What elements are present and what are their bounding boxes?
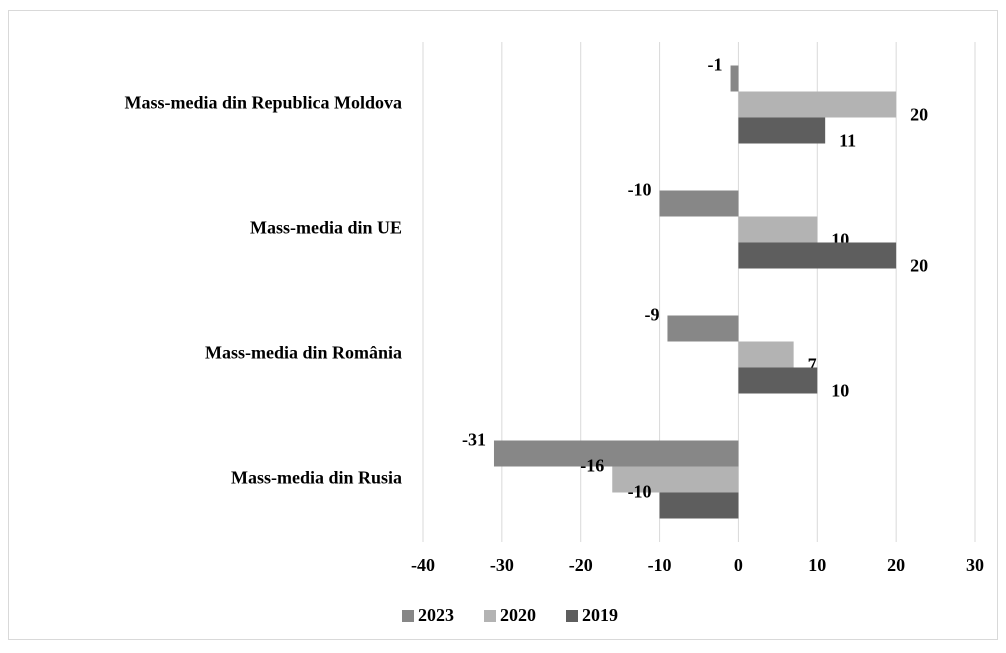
bar bbox=[659, 492, 739, 519]
legend-swatch bbox=[484, 610, 496, 622]
category-label: Mass-media din Rusia bbox=[231, 468, 402, 488]
bar bbox=[738, 367, 818, 394]
data-label: 7 bbox=[808, 355, 817, 375]
x-tick-label: -40 bbox=[411, 555, 435, 575]
legend-label: 2023 bbox=[418, 605, 454, 625]
x-tick-label: -30 bbox=[490, 555, 514, 575]
bar bbox=[659, 190, 739, 217]
legend-label: 2019 bbox=[582, 605, 618, 625]
data-label: -16 bbox=[580, 456, 604, 476]
data-label: 11 bbox=[839, 131, 856, 151]
legend-swatch bbox=[566, 610, 578, 622]
x-tick-label: 0 bbox=[734, 555, 743, 575]
bar bbox=[612, 466, 739, 493]
x-tick-label: 20 bbox=[887, 555, 905, 575]
bar bbox=[738, 341, 794, 368]
data-label: -9 bbox=[644, 305, 659, 325]
bar bbox=[730, 65, 739, 92]
data-label: -10 bbox=[628, 482, 652, 502]
data-label: -1 bbox=[708, 55, 723, 75]
legend-label: 2020 bbox=[500, 605, 536, 625]
data-label: -10 bbox=[628, 180, 652, 200]
bar bbox=[738, 216, 818, 243]
x-tick-label: 30 bbox=[966, 555, 984, 575]
x-tick-label: -20 bbox=[569, 555, 593, 575]
bar bbox=[738, 242, 897, 269]
category-label: Mass-media din UE bbox=[250, 218, 402, 238]
bar bbox=[738, 91, 897, 118]
category-label: Mass-media din Republica Moldova bbox=[124, 93, 402, 113]
bar bbox=[738, 117, 826, 144]
category-label: Mass-media din România bbox=[205, 343, 402, 363]
data-label: -31 bbox=[462, 430, 486, 450]
x-tick-label: 10 bbox=[808, 555, 826, 575]
data-label: 10 bbox=[831, 381, 849, 401]
bar bbox=[667, 315, 739, 342]
data-label: 20 bbox=[910, 256, 928, 276]
legend-swatch bbox=[402, 610, 414, 622]
bar bbox=[493, 440, 739, 467]
x-tick-label: -10 bbox=[648, 555, 672, 575]
data-label: 20 bbox=[910, 105, 928, 125]
